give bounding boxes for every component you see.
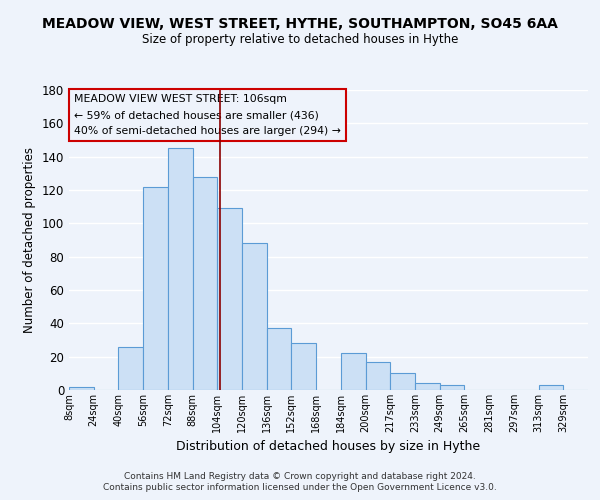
Bar	[390, 374, 415, 390]
Text: MEADOW VIEW WEST STREET: 106sqm
← 59% of detached houses are smaller (436)
40% o: MEADOW VIEW WEST STREET: 106sqm ← 59% of…	[74, 94, 341, 136]
Text: MEADOW VIEW, WEST STREET, HYTHE, SOUTHAMPTON, SO45 6AA: MEADOW VIEW, WEST STREET, HYTHE, SOUTHAM…	[42, 18, 558, 32]
Bar	[69, 386, 94, 390]
Bar	[292, 344, 316, 390]
Bar	[143, 186, 168, 390]
Bar	[341, 354, 365, 390]
Bar	[217, 208, 242, 390]
X-axis label: Distribution of detached houses by size in Hythe: Distribution of detached houses by size …	[176, 440, 481, 454]
Bar	[365, 362, 390, 390]
Text: Size of property relative to detached houses in Hythe: Size of property relative to detached ho…	[142, 32, 458, 46]
Bar	[168, 148, 193, 390]
Bar	[193, 176, 217, 390]
Bar	[242, 244, 267, 390]
Text: Contains public sector information licensed under the Open Government Licence v3: Contains public sector information licen…	[103, 484, 497, 492]
Bar	[415, 384, 440, 390]
Bar	[440, 385, 464, 390]
Text: Contains HM Land Registry data © Crown copyright and database right 2024.: Contains HM Land Registry data © Crown c…	[124, 472, 476, 481]
Bar	[267, 328, 292, 390]
Bar	[539, 385, 563, 390]
Bar	[118, 346, 143, 390]
Y-axis label: Number of detached properties: Number of detached properties	[23, 147, 36, 333]
